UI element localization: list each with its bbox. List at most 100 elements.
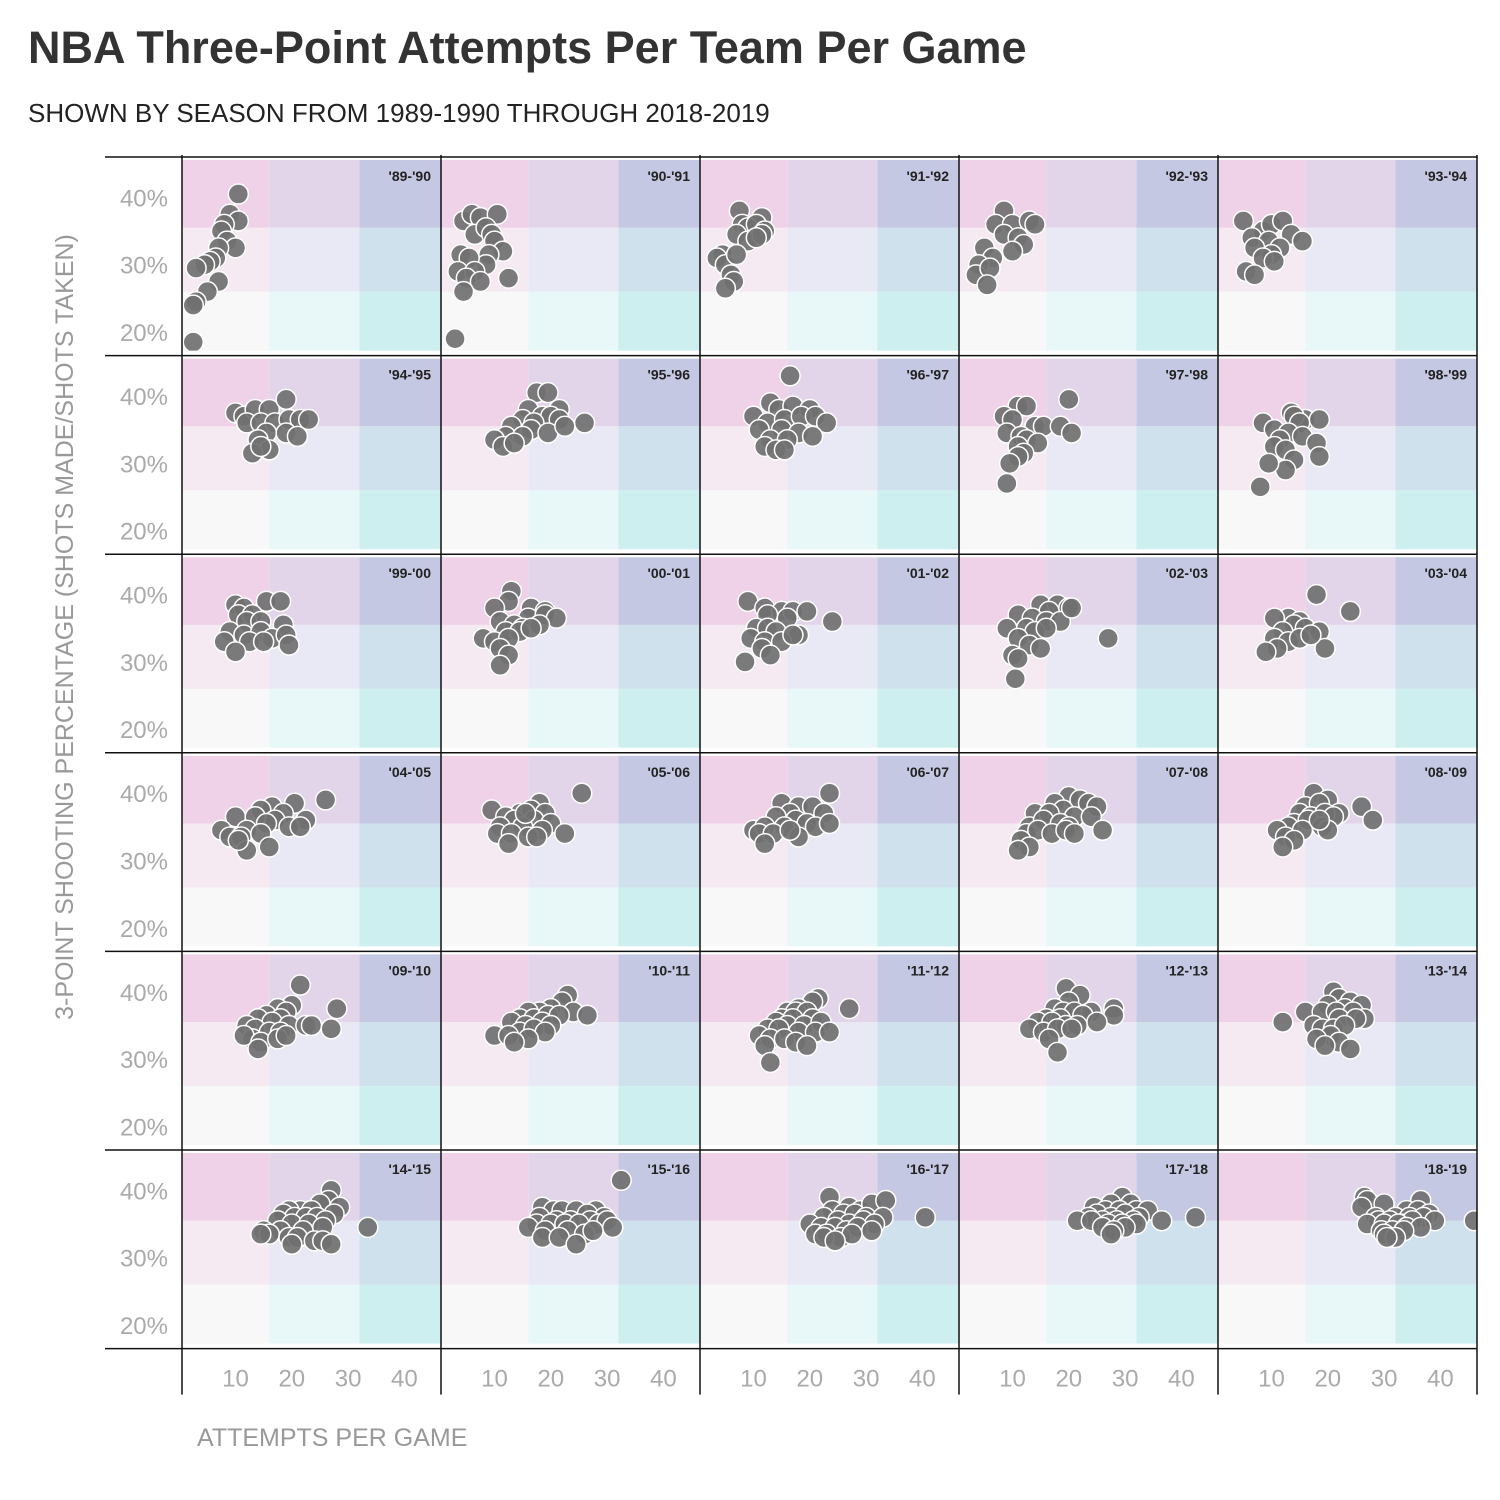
background-band (877, 688, 959, 748)
panel-points (706, 200, 776, 300)
data-point (289, 974, 311, 996)
data-point (796, 1034, 818, 1057)
x-tick-label: 10 (740, 1366, 767, 1393)
panel: '89-'90 (182, 160, 441, 351)
panel-points (210, 789, 337, 862)
data-point (300, 1014, 323, 1037)
background-band (787, 160, 878, 228)
background-band (877, 490, 959, 550)
background-band (1395, 1284, 1477, 1344)
background-band (269, 557, 360, 625)
background-band (1305, 291, 1396, 351)
data-point (838, 997, 860, 1020)
background-band (1218, 688, 1306, 748)
background-band (1046, 160, 1137, 228)
data-point (289, 816, 311, 838)
y-tick-label: 20% (120, 916, 168, 943)
data-point (252, 630, 275, 653)
background-band (877, 557, 959, 625)
background-band (182, 887, 270, 947)
x-tick-label: 20 (796, 1366, 823, 1393)
background-band (1395, 688, 1477, 748)
y-tick-label: 30% (120, 1246, 168, 1273)
season-label: '97-'98 (1166, 367, 1209, 383)
background-band (618, 557, 700, 625)
data-point (1046, 1041, 1069, 1064)
background-band (787, 291, 878, 351)
data-point (1305, 583, 1328, 606)
panel: '11-'12 (700, 954, 959, 1146)
panel: '90-'91 (441, 160, 700, 351)
data-point (227, 183, 250, 205)
panel-background (700, 1153, 959, 1344)
y-axis-title: 3-POINT SHOOTING PERCENTAGE (SHOTS MADE/… (51, 234, 79, 1020)
data-point (1249, 476, 1271, 498)
background-band (528, 160, 619, 228)
background-band (182, 1284, 270, 1344)
data-point (1086, 1011, 1108, 1033)
background-band (441, 490, 529, 550)
data-point (1314, 1034, 1336, 1057)
season-label: '09-'10 (389, 962, 432, 978)
background-band (359, 624, 441, 689)
background-band (1395, 1086, 1477, 1146)
panel-points (233, 974, 348, 1060)
y-tick-label: 40% (120, 1178, 168, 1205)
background-band (618, 160, 700, 228)
background-band (877, 1022, 959, 1087)
panel-points (483, 381, 596, 458)
data-point (1463, 1209, 1477, 1232)
panel-points (742, 782, 841, 855)
panel-background (182, 160, 441, 351)
data-point (554, 822, 576, 845)
panel-background (1218, 755, 1477, 947)
data-point (250, 1223, 272, 1245)
background-band (528, 227, 619, 292)
panel: '18-'19 (1218, 1153, 1477, 1344)
data-point (258, 836, 281, 858)
background-band (359, 954, 441, 1023)
data-point (571, 782, 593, 804)
x-tick-label: 30 (1112, 1366, 1139, 1393)
background-band (1218, 1022, 1306, 1087)
background-band (1305, 227, 1396, 292)
season-label: '99-'00 (389, 565, 432, 581)
y-tick-label: 40% (120, 781, 168, 808)
data-point (314, 789, 337, 811)
data-point (1060, 1018, 1083, 1040)
background-band (700, 887, 788, 947)
background-band (618, 1153, 700, 1221)
panel-points (799, 1186, 936, 1252)
x-tick-label: 40 (391, 1366, 418, 1393)
background-band (441, 1284, 529, 1344)
x-tick-label: 10 (1258, 1366, 1285, 1393)
background-band (441, 1153, 529, 1221)
season-label: '94-'95 (389, 367, 432, 383)
background-band (1136, 490, 1218, 550)
background-band (269, 1284, 360, 1344)
background-band (877, 160, 959, 228)
background-band (528, 1086, 619, 1146)
x-tick-label: 20 (1314, 1366, 1341, 1393)
background-band (1136, 755, 1218, 824)
background-band (359, 1022, 441, 1087)
background-band (618, 887, 700, 947)
background-band (877, 291, 959, 351)
panel-points (1249, 402, 1331, 498)
data-point (1263, 250, 1286, 273)
panel: '03-'04 (1218, 557, 1477, 748)
data-point (1015, 395, 1038, 417)
background-band (877, 426, 959, 491)
data-point (497, 832, 520, 855)
background-band (787, 688, 878, 748)
background-band (877, 1220, 959, 1285)
background-band (269, 688, 360, 748)
data-point (1029, 637, 1052, 660)
data-point (297, 408, 320, 431)
panel: '07-'08 (959, 755, 1218, 947)
season-label: '11-'12 (907, 962, 949, 978)
data-point (976, 274, 998, 296)
background-band (959, 1153, 1047, 1221)
background-band (359, 1153, 441, 1221)
season-label: '16-'17 (907, 1161, 950, 1177)
